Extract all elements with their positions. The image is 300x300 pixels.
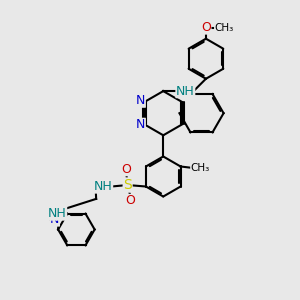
Text: N: N [136, 94, 145, 107]
Text: NH: NH [94, 180, 112, 193]
Text: O: O [121, 163, 131, 176]
Text: N: N [50, 213, 59, 226]
Text: N: N [136, 118, 145, 131]
Text: O: O [201, 21, 211, 34]
Text: CH₃: CH₃ [191, 163, 210, 173]
Text: O: O [126, 194, 136, 207]
Text: NH: NH [176, 85, 195, 98]
Text: S: S [123, 178, 132, 192]
Text: NH: NH [48, 207, 67, 220]
Text: CH₃: CH₃ [214, 22, 234, 32]
